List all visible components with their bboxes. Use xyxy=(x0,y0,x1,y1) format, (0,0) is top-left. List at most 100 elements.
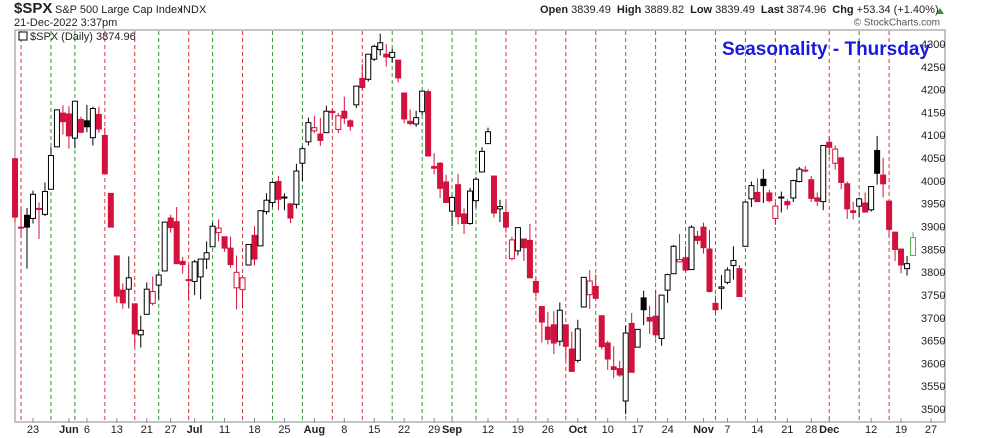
candle-body xyxy=(682,257,689,271)
y-tick-label: 3800 xyxy=(921,267,945,279)
plot-frame xyxy=(14,29,946,423)
candle-body xyxy=(502,212,509,228)
quote-value: 3889.82 xyxy=(644,4,684,16)
x-tick-label: 11 xyxy=(219,424,230,436)
candle-body xyxy=(670,245,677,275)
legend: $SPX (Daily) 3874.96 xyxy=(30,31,136,43)
candle-body xyxy=(736,268,743,298)
candle-body xyxy=(874,149,881,174)
y-tick-label: 4000 xyxy=(921,176,945,188)
x-tick-label: Oct xyxy=(569,424,588,436)
candle-body xyxy=(245,243,252,266)
y-tick-label: 3750 xyxy=(921,290,945,302)
candle-body xyxy=(646,316,653,322)
y-tick-label: 4250 xyxy=(921,62,945,74)
quote-label: Low xyxy=(690,4,712,16)
x-tick-label: 21 xyxy=(141,424,153,436)
candle-body xyxy=(437,162,444,189)
x-tick-label: 19 xyxy=(512,424,524,436)
y-tick-label: 4150 xyxy=(921,107,945,119)
candle-body xyxy=(904,263,911,270)
candle-body xyxy=(778,196,785,199)
y-tick-label: 3650 xyxy=(921,336,945,348)
candle-body xyxy=(119,289,126,304)
candle-body xyxy=(197,258,204,278)
up-arrow xyxy=(936,8,944,14)
candle-body xyxy=(862,202,869,213)
candle-body xyxy=(371,45,378,60)
candle-body xyxy=(796,168,803,183)
candle-body xyxy=(622,332,629,402)
candle-body xyxy=(89,107,96,139)
candle-body xyxy=(784,201,791,206)
x-tick-label: Jun xyxy=(59,424,79,436)
x-tick-label: 21 xyxy=(781,424,793,436)
candle-body xyxy=(532,280,539,293)
candle-body xyxy=(730,259,737,266)
y-tick-label: 4100 xyxy=(921,130,945,142)
candle-body xyxy=(215,227,222,234)
x-tick-label: Aug xyxy=(304,424,325,436)
copyright: © StockCharts.com xyxy=(854,18,940,29)
x-tick-label: 27 xyxy=(165,424,177,436)
candle-body xyxy=(754,191,761,203)
y-tick-label: 4050 xyxy=(921,153,945,165)
candle-body xyxy=(161,221,168,272)
candle-body xyxy=(107,192,114,228)
candle-body xyxy=(425,91,432,157)
candle-body xyxy=(257,210,264,247)
candle-body xyxy=(484,131,491,145)
quote-label: Chg xyxy=(832,4,853,16)
candle-body xyxy=(538,306,545,323)
candle-body xyxy=(185,279,192,282)
candle-body xyxy=(353,85,360,106)
candle-body xyxy=(377,42,384,51)
candle-body xyxy=(550,324,557,344)
candle-body xyxy=(568,348,575,372)
candle-body xyxy=(251,234,258,260)
x-tick-label: 24 xyxy=(661,424,673,436)
candle-body xyxy=(77,118,84,133)
candle-body xyxy=(688,226,695,271)
candle-body xyxy=(616,368,623,376)
security-name: S&P 500 Large Cap Index xyxy=(55,4,183,16)
candle-body xyxy=(598,315,605,348)
candle-body xyxy=(634,328,641,348)
candle-body xyxy=(467,190,474,224)
candle-body xyxy=(898,248,905,266)
y-tick-label: 3700 xyxy=(921,313,945,325)
candle-body xyxy=(826,141,833,148)
candle-body xyxy=(65,113,72,137)
candle-body xyxy=(389,51,396,58)
candle-body xyxy=(886,200,893,230)
candle-body xyxy=(275,181,282,200)
candle-body xyxy=(820,144,827,203)
candle-body xyxy=(24,214,31,228)
candle-body xyxy=(838,157,845,183)
x-tick-label: 22 xyxy=(398,424,410,436)
quote-value: 3839.49 xyxy=(715,4,755,16)
candle-body xyxy=(383,53,390,58)
candle-body xyxy=(718,286,725,289)
candle-body xyxy=(850,210,857,214)
candle-body xyxy=(694,235,701,241)
candle-body xyxy=(281,196,288,199)
candle-body xyxy=(526,239,533,279)
candle-body xyxy=(341,110,348,119)
candle-body xyxy=(269,181,276,203)
x-tick-label: Nov xyxy=(693,424,715,436)
candle-body xyxy=(35,207,42,210)
candle-body xyxy=(760,178,767,187)
x-tick-label: 28 xyxy=(805,424,817,436)
candle-body xyxy=(455,184,462,218)
candle-body xyxy=(790,180,797,199)
x-tick-label: 14 xyxy=(751,424,763,436)
y-tick-label: 3900 xyxy=(921,222,945,234)
x-tick-label: 23 xyxy=(27,424,39,436)
candle-body xyxy=(514,227,521,252)
candle-body xyxy=(856,198,863,207)
candle-body xyxy=(347,120,354,127)
candle-body xyxy=(18,226,25,229)
candle-body xyxy=(209,225,216,248)
